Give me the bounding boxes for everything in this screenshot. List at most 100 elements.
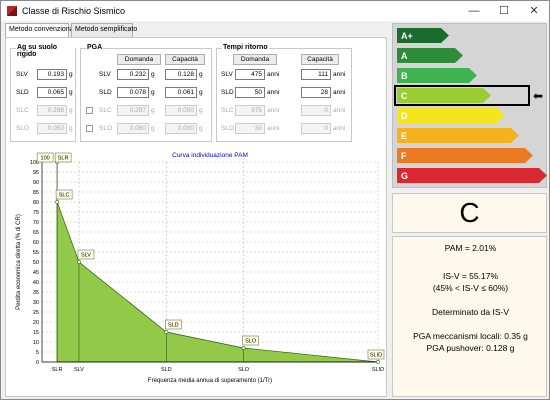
data-point bbox=[376, 360, 380, 364]
return-periods-title: Tempi ritorno bbox=[222, 44, 269, 51]
point-label: SLO bbox=[245, 339, 257, 345]
tr-slo-demand-unit: anni bbox=[267, 125, 280, 132]
class-bar-e bbox=[397, 128, 519, 143]
tr-label-slc: SLC bbox=[221, 107, 234, 114]
x-tick-label: SLO bbox=[238, 367, 250, 373]
ag-label-slc: SLC bbox=[16, 107, 29, 114]
tr-slc-capacity[interactable]: 0 bbox=[301, 105, 331, 116]
tr-demand-header: Domanda bbox=[233, 54, 277, 65]
y-tick-label: 65 bbox=[33, 230, 39, 236]
point-label: SLID bbox=[370, 353, 382, 359]
y-tick-label: 20 bbox=[33, 320, 39, 326]
data-point bbox=[164, 330, 169, 334]
tr-sld-capacity-unit: anni bbox=[333, 89, 346, 96]
tr-slv-capacity-unit: anni bbox=[333, 71, 346, 78]
class-bar-a bbox=[397, 48, 463, 63]
pga-slc-capacity[interactable]: 0.000 bbox=[165, 105, 197, 116]
x-tick-label: SLD bbox=[161, 367, 172, 373]
class-bar-c bbox=[397, 88, 491, 103]
y-tick-label: 55 bbox=[33, 250, 39, 256]
y-tick-label: 100 bbox=[30, 160, 39, 166]
ag-group-title: Ag su suolo rigido bbox=[16, 44, 75, 58]
y-tick-label: 60 bbox=[33, 240, 39, 246]
pga-slv-demand[interactable]: 0.232 bbox=[117, 69, 149, 80]
determined-by: Determinato da IS-V bbox=[431, 307, 509, 317]
y-tick-label: 30 bbox=[33, 300, 39, 306]
class-bar-label: E bbox=[401, 131, 407, 141]
tr-slc-demand[interactable]: 975 bbox=[235, 105, 265, 116]
pga-slv-capacity[interactable]: 0.128 bbox=[165, 69, 197, 80]
ag-label-sld: SLD bbox=[16, 89, 29, 96]
ag-slo-unit: g bbox=[69, 125, 73, 132]
y-tick-label: 15 bbox=[33, 330, 39, 336]
point-label-box bbox=[367, 349, 385, 360]
tr-slc-demand-unit: anni bbox=[267, 107, 280, 114]
class-bar-d bbox=[397, 108, 505, 123]
y-tick-label: 75 bbox=[33, 210, 39, 216]
tr-slv-demand[interactable]: 475 bbox=[235, 69, 265, 80]
app-logo-icon bbox=[7, 6, 17, 16]
ag-slo-input[interactable]: 0.050 bbox=[37, 123, 67, 134]
tr-slo-demand[interactable]: 30 bbox=[235, 123, 265, 134]
y-tick-label: 0 bbox=[36, 360, 39, 366]
pga-slc-capacity-unit: g bbox=[199, 107, 203, 114]
class-bar-label: A+ bbox=[401, 31, 413, 41]
pga-label-slo: SLO bbox=[99, 125, 113, 132]
point-label-box bbox=[54, 152, 72, 163]
class-bar-b bbox=[397, 68, 477, 83]
tr-slv-capacity[interactable]: 111 bbox=[301, 69, 331, 80]
class-bar-label: F bbox=[401, 151, 407, 161]
tr-slv-demand-unit: anni bbox=[267, 71, 280, 78]
ag-label-slv: SLV bbox=[16, 71, 28, 78]
y-tick-label: 5 bbox=[36, 350, 39, 356]
ag-slc-input[interactable]: 0.298 bbox=[37, 105, 67, 116]
y-tick-label: 35 bbox=[33, 290, 39, 296]
pga-slo-checkbox[interactable] bbox=[86, 125, 93, 132]
pga-sld-capacity-unit: g bbox=[199, 89, 203, 96]
title-bar[interactable]: Classe di Rischio Sismico — ☐ ✕ bbox=[1, 1, 549, 21]
isv-range: (45% < IS-V ≤ 60%) bbox=[432, 283, 509, 293]
y-tick-label: 90 bbox=[33, 180, 39, 186]
y-tick-label: 80 bbox=[33, 200, 39, 206]
class-bar-label: B bbox=[401, 71, 408, 81]
pga-demand-header: Domanda bbox=[117, 54, 161, 65]
pga-slo-demand[interactable]: 0.060 bbox=[117, 123, 149, 134]
tr-slo-capacity[interactable]: 0 bbox=[301, 123, 331, 134]
max-value-box bbox=[36, 152, 54, 163]
tr-sld-capacity[interactable]: 28 bbox=[301, 87, 331, 98]
tr-label-slo: SLO bbox=[221, 125, 235, 132]
maximize-button[interactable]: ☐ bbox=[499, 5, 509, 17]
risk-class-scale: A+ A B C ⬅ D E F G bbox=[392, 23, 547, 188]
minimize-button[interactable]: — bbox=[468, 5, 480, 17]
tr-label-slv: SLV bbox=[221, 71, 233, 78]
pga-sld-demand[interactable]: 0.078 bbox=[117, 87, 149, 98]
pga-slo-capacity[interactable]: 0.000 bbox=[165, 123, 197, 134]
tr-label-sld: SLD bbox=[221, 89, 234, 96]
y-tick-label: 95 bbox=[33, 170, 39, 176]
result-panel: A+ A B C ⬅ D E F G C PAM = 2.01% IS-V = 55.17% (… bbox=[392, 23, 547, 397]
data-point bbox=[55, 200, 60, 204]
selected-class-arrow-icon: ⬅ bbox=[533, 89, 543, 103]
close-button[interactable]: ✕ bbox=[529, 5, 539, 17]
pga-local-mechanisms: PGA meccanismi locali: 0.35 g bbox=[413, 331, 528, 341]
tab-metodo-convenzionale[interactable]: Metodo convenzionale bbox=[5, 23, 79, 38]
tab-metodo-semplificato[interactable]: Metodo semplificato bbox=[71, 23, 137, 37]
pam-chart: Curva individuazione PAM 0 5 10 15 20 25 30 35 40… bbox=[6, 148, 388, 398]
pga-slc-checkbox[interactable] bbox=[86, 107, 93, 114]
pga-label-sld: SLD bbox=[99, 89, 112, 96]
risk-class-result: C bbox=[392, 193, 547, 233]
ag-sld-input[interactable]: 0.065 bbox=[37, 87, 67, 98]
pga-slc-demand[interactable]: 0.297 bbox=[117, 105, 149, 116]
ag-slv-input[interactable]: 0.193 bbox=[37, 69, 67, 80]
tr-capacity-header: Capacità bbox=[301, 54, 339, 65]
x-tick-label: SLID bbox=[372, 367, 384, 373]
point-label: SLD bbox=[168, 323, 179, 329]
chart-title: Curva individuazione PAM bbox=[172, 152, 248, 159]
pga-label-slc: SLC bbox=[99, 107, 112, 114]
pga-slo-capacity-unit: g bbox=[199, 125, 203, 132]
pga-pushover: PGA pushover: 0.128 g bbox=[426, 343, 515, 353]
pga-group-title: PGA bbox=[86, 44, 104, 51]
pga-sld-capacity[interactable]: 0.061 bbox=[165, 87, 197, 98]
tr-sld-demand[interactable]: 50 bbox=[235, 87, 265, 98]
